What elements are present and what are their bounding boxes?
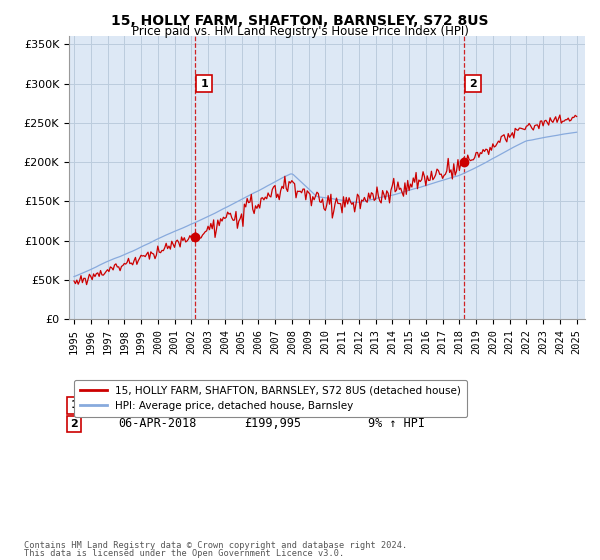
- Text: This data is licensed under the Open Government Licence v3.0.: This data is licensed under the Open Gov…: [24, 549, 344, 558]
- Text: 2: 2: [70, 419, 78, 429]
- Text: 1: 1: [70, 400, 78, 410]
- Legend: 15, HOLLY FARM, SHAFTON, BARNSLEY, S72 8US (detached house), HPI: Average price,: 15, HOLLY FARM, SHAFTON, BARNSLEY, S72 8…: [74, 380, 467, 417]
- Text: 1: 1: [200, 78, 208, 88]
- Text: 28-MAR-2002: 28-MAR-2002: [118, 399, 196, 412]
- Text: Contains HM Land Registry data © Crown copyright and database right 2024.: Contains HM Land Registry data © Crown c…: [24, 541, 407, 550]
- Text: 37% ↑ HPI: 37% ↑ HPI: [368, 399, 433, 412]
- Text: 9% ↑ HPI: 9% ↑ HPI: [368, 417, 425, 430]
- Text: 06-APR-2018: 06-APR-2018: [118, 417, 196, 430]
- Text: £104,995: £104,995: [244, 399, 301, 412]
- Text: 15, HOLLY FARM, SHAFTON, BARNSLEY, S72 8US: 15, HOLLY FARM, SHAFTON, BARNSLEY, S72 8…: [111, 14, 489, 28]
- Text: £199,995: £199,995: [244, 417, 301, 430]
- Text: Price paid vs. HM Land Registry's House Price Index (HPI): Price paid vs. HM Land Registry's House …: [131, 25, 469, 38]
- Text: 2: 2: [469, 78, 476, 88]
